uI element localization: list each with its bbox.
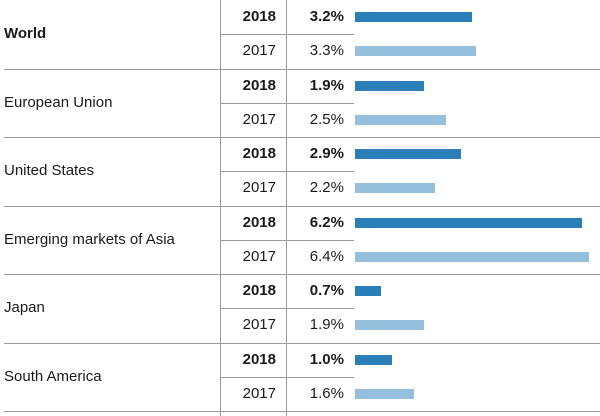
group-separator (4, 137, 600, 138)
bar-2017 (355, 46, 476, 57)
bar-2017 (355, 114, 447, 125)
value-label: 1.9% (309, 316, 344, 334)
bar-2017 (355, 183, 436, 194)
column-divider-value (286, 0, 287, 416)
value-label: 2.5% (309, 110, 344, 128)
row-separator (220, 308, 354, 309)
year-label: 2017 (242, 384, 276, 402)
value-label: 2.2% (309, 179, 344, 197)
bar-2017 (355, 320, 425, 331)
value-label: 1.6% (309, 384, 344, 402)
bar-2018 (355, 217, 582, 228)
bar-2017 (355, 251, 589, 262)
year-label: 2018 (242, 213, 276, 231)
bar-2017 (355, 388, 414, 399)
year-label: 2018 (242, 76, 276, 94)
bar-2018 (355, 12, 472, 23)
value-label: 6.2% (309, 213, 344, 231)
region-label: Emerging markets of Asia (4, 230, 175, 248)
year-label: 2017 (242, 42, 276, 60)
bar-2018 (355, 149, 462, 160)
year-label: 2018 (242, 350, 276, 368)
group-separator (4, 69, 600, 70)
column-divider-year (220, 0, 221, 416)
group-separator (4, 206, 600, 207)
row-separator (220, 103, 354, 104)
year-label: 2018 (242, 8, 276, 26)
value-label: 1.0% (309, 350, 344, 368)
value-label: 0.7% (309, 282, 344, 300)
region-label: United States (4, 162, 95, 180)
row-separator (220, 171, 354, 172)
value-label: 1.9% (309, 76, 344, 94)
value-label: 3.3% (309, 42, 344, 60)
row-separator (220, 240, 354, 241)
bar-2018 (355, 80, 425, 91)
value-label: 6.4% (309, 247, 344, 265)
bar-2018 (355, 354, 392, 365)
group-separator (4, 343, 600, 344)
region-label: World (4, 25, 47, 43)
value-label: 2.9% (309, 145, 344, 163)
year-label: 2018 (242, 282, 276, 300)
value-label: 3.2% (309, 8, 344, 26)
region-label: Japan (4, 299, 45, 317)
year-label: 2017 (242, 110, 276, 128)
year-label: 2017 (242, 247, 276, 265)
bar-2018 (355, 286, 381, 297)
year-label: 2018 (242, 145, 276, 163)
group-separator (4, 274, 600, 275)
region-label: South America (4, 367, 102, 385)
group-separator (4, 411, 600, 412)
row-separator (220, 377, 354, 378)
year-label: 2017 (242, 179, 276, 197)
year-label: 2017 (242, 316, 276, 334)
region-label: European Union (4, 93, 113, 111)
row-separator (220, 34, 354, 35)
